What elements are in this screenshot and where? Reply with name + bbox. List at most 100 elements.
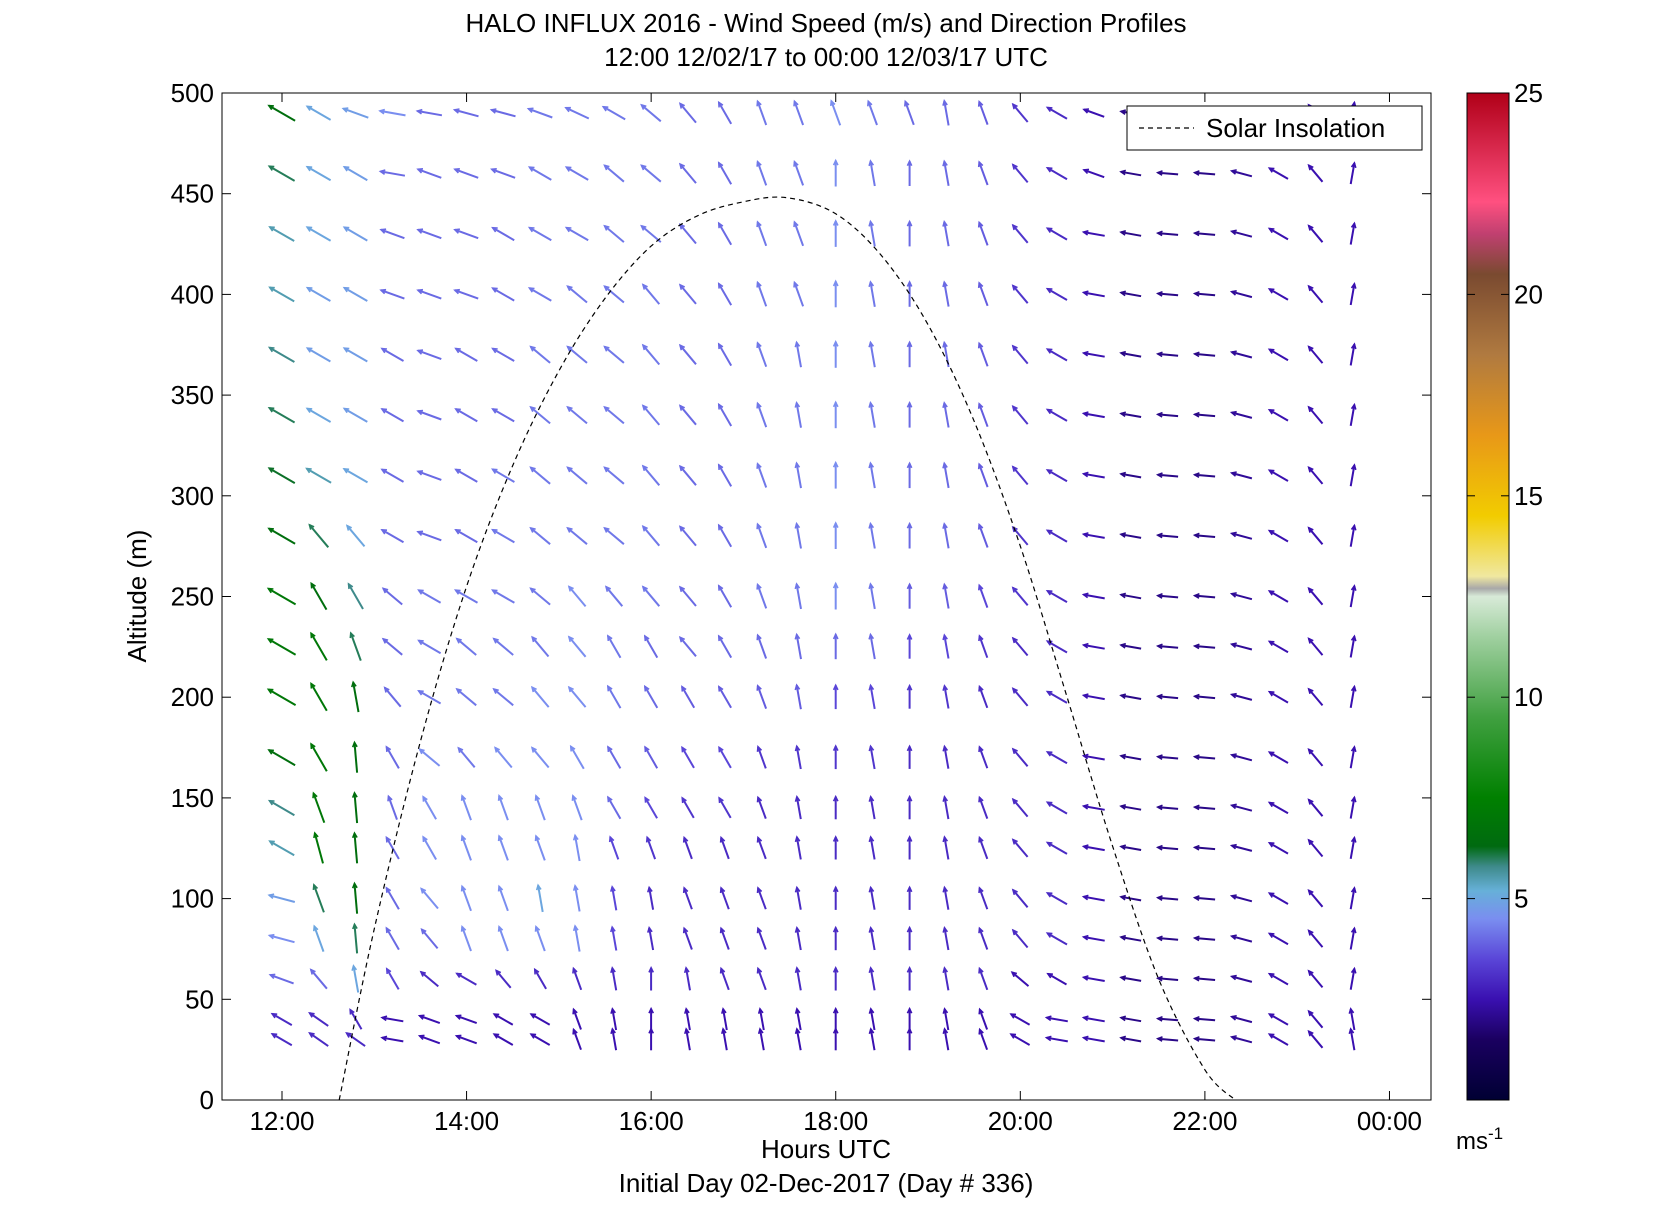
wind-arrow <box>869 746 876 770</box>
wind-arrow-head <box>832 219 839 226</box>
wind-arrow <box>1349 464 1356 487</box>
y-tick-label: 500 <box>171 78 214 108</box>
wind-arrow <box>418 639 442 655</box>
wind-arrow <box>1083 754 1105 761</box>
wind-arrow <box>756 403 768 428</box>
y-tick-label: 400 <box>171 279 214 309</box>
wind-arrow-head <box>794 582 801 590</box>
wind-arrow <box>1046 751 1068 765</box>
wind-arrow <box>308 524 330 548</box>
wind-arrow-head <box>1229 410 1237 417</box>
wind-arrow <box>498 886 509 912</box>
wind-arrow <box>869 221 876 247</box>
wind-arrow-head <box>756 462 762 469</box>
wind-arrow-head <box>1192 804 1200 811</box>
wind-arrow-head <box>1155 804 1163 811</box>
wind-arrow <box>1047 972 1067 986</box>
wind-arrow <box>531 686 550 708</box>
wind-arrow-head <box>1045 348 1053 354</box>
wind-arrow-head <box>678 636 686 643</box>
wind-arrow <box>1268 801 1289 815</box>
wind-arrow <box>353 792 359 824</box>
wind-arrow <box>417 168 442 179</box>
wind-arrow-head <box>1011 102 1018 110</box>
wind-arrow-head <box>832 632 839 640</box>
wind-arrow-head <box>530 746 537 753</box>
wind-arrow <box>1231 351 1253 359</box>
wind-arrow <box>1046 287 1068 301</box>
x-tick-label: 16:00 <box>619 1106 684 1136</box>
wind-arrow-head <box>1011 687 1018 694</box>
wind-arrow-head <box>1307 163 1314 171</box>
wind-arrow-head <box>1155 532 1163 539</box>
wind-arrow-head <box>794 1027 801 1035</box>
wind-arrow <box>268 749 296 767</box>
wind-arrow <box>456 688 477 707</box>
wind-arrow-head <box>380 1015 388 1022</box>
wind-arrow-head <box>868 966 875 974</box>
wind-arrow <box>566 285 588 304</box>
wind-arrow <box>1046 469 1068 483</box>
wind-arrow-head <box>383 686 390 693</box>
wind-arrow-head <box>603 526 610 533</box>
wind-arrow-head <box>268 840 275 846</box>
wind-arrow <box>1307 799 1324 817</box>
wind-arrow-head <box>717 221 724 229</box>
wind-arrow-head <box>647 926 653 933</box>
wind-arrow-head <box>455 637 462 644</box>
wind-arrow <box>1157 292 1179 297</box>
wind-arrow <box>313 832 324 864</box>
wind-arrow-head <box>1229 753 1237 759</box>
wind-arrow <box>1268 690 1289 704</box>
wind-arrow <box>1349 797 1356 819</box>
wind-arrow-head <box>1011 223 1018 231</box>
wind-arrow-head <box>942 159 948 167</box>
wind-arrow <box>717 464 733 487</box>
wind-arrow-head <box>832 744 839 751</box>
wind-arrow-head <box>1081 693 1089 699</box>
wind-arrow <box>869 836 876 860</box>
wind-arrow-head <box>571 794 578 801</box>
wind-arrow-head <box>640 224 647 231</box>
wind-arrow <box>1157 846 1179 851</box>
wind-arrow-head <box>717 100 724 108</box>
wind-arrow-head <box>417 1034 425 1041</box>
wind-arrow <box>640 104 662 123</box>
wind-arrow <box>309 1032 329 1047</box>
wind-arrow <box>640 225 662 243</box>
wind-arrow <box>1231 592 1253 601</box>
wind-arrow-head <box>832 794 839 802</box>
wind-arrow-head <box>978 583 984 591</box>
wind-arrow <box>566 466 588 485</box>
wind-arrow <box>978 797 989 819</box>
wind-arrow-head <box>1011 888 1018 896</box>
wind-arrow-head <box>832 340 839 347</box>
wind-arrow <box>420 928 439 950</box>
wind-arrow <box>683 927 693 950</box>
wind-arrow-head <box>1307 748 1314 755</box>
wind-arrow-head <box>832 279 839 287</box>
wind-arrow-head <box>942 794 949 802</box>
wind-arrow-head <box>717 463 724 470</box>
wind-arrow-head <box>1267 1033 1275 1039</box>
wind-arrow-head <box>1011 404 1018 412</box>
wind-arrow-head <box>1192 170 1200 176</box>
wind-arrow <box>420 888 439 910</box>
wind-arrow-head <box>678 464 686 472</box>
wind-arrow <box>1231 894 1253 903</box>
wind-arrow <box>1083 805 1105 811</box>
wind-arrow-head <box>1307 465 1314 473</box>
wind-arrow <box>943 635 950 659</box>
x-tick-label: 18:00 <box>803 1106 868 1136</box>
wind-arrow-head <box>793 280 799 288</box>
wind-arrow <box>1231 1015 1253 1024</box>
wind-arrow <box>1268 892 1289 905</box>
y-tick-label: 200 <box>171 682 214 712</box>
wind-arrow <box>756 342 768 368</box>
wind-arrow-head <box>1045 408 1053 415</box>
wind-arrow <box>1307 345 1324 364</box>
colorbar <box>1466 92 1510 1101</box>
wind-arrow-head <box>1192 1036 1200 1042</box>
wind-arrow <box>795 402 802 428</box>
wind-arrow-head <box>1119 1035 1127 1042</box>
